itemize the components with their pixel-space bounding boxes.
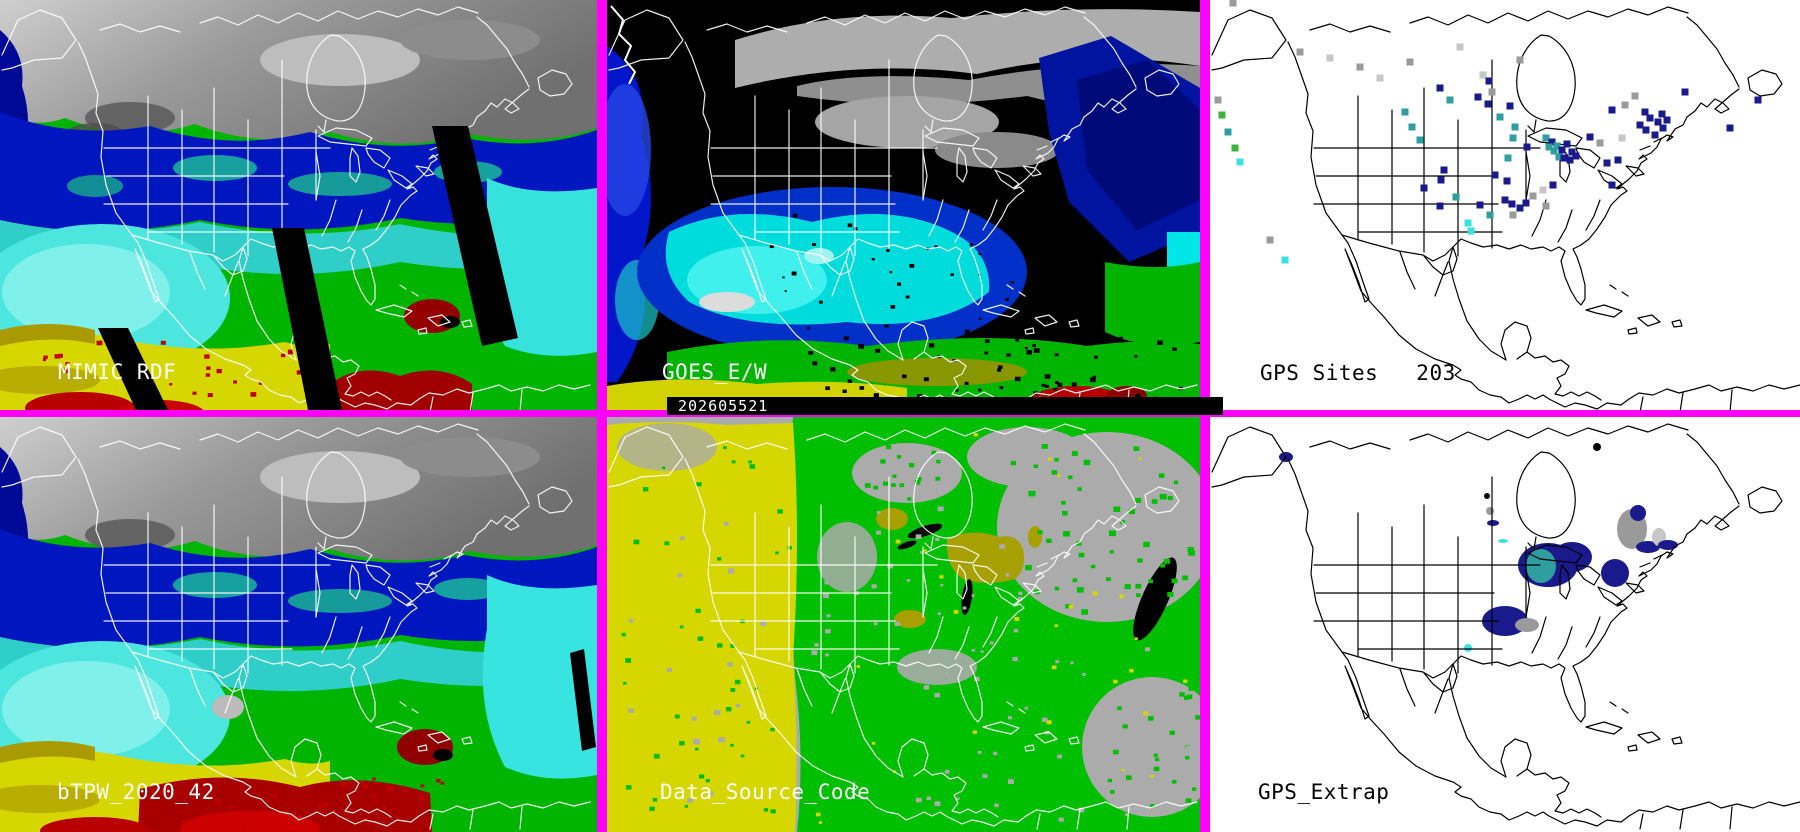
panel-label-data-source-code: Data_Source_Code — [660, 780, 871, 804]
gps-sites-map — [1210, 0, 1800, 410]
data-source-speckles — [621, 433, 1200, 824]
gps-sites-dots — [1214, 0, 1762, 264]
btpw-red-speckles — [170, 777, 445, 827]
mimic-swath-gaps — [98, 126, 518, 410]
timestamp-text: 202605521 — [678, 397, 769, 415]
panel-label-goes-ew: GOES_E/W — [662, 360, 768, 384]
goes-ew-imagery — [607, 0, 1200, 410]
panel-data-source-code: Data_Source_Code — [607, 417, 1200, 832]
panel-gps-sites: GPS Sites 203 — [1210, 0, 1800, 410]
goes-coast-highlight — [610, 5, 637, 85]
panel-goes-ew: GOES_E/W — [607, 0, 1200, 410]
data-source-imagery — [607, 417, 1200, 832]
panel-btpw: bTPW_2020_42 — [0, 417, 597, 832]
panel-label-mimic-rdf: MIMIC RDF — [58, 360, 177, 384]
panel-gps-extrap: GPS_Extrap — [1210, 417, 1800, 832]
panel-label-btpw: bTPW_2020_42 — [57, 780, 215, 804]
btpw-swath-gap — [570, 649, 596, 751]
btpw-imagery — [0, 417, 597, 832]
timestamp-bar: 202605521 — [667, 397, 1223, 415]
mimic-rdf-imagery — [0, 0, 597, 410]
gps-extrap-map — [1210, 417, 1800, 832]
panel-mimic-rdf: MIMIC RDF — [0, 0, 597, 410]
panel-label-gps-sites: GPS Sites 203 — [1260, 361, 1456, 385]
goes-black-speckles — [769, 212, 1183, 404]
panel-label-gps-extrap: GPS_Extrap — [1258, 780, 1390, 804]
gps-sites-count: 203 — [1416, 361, 1456, 385]
